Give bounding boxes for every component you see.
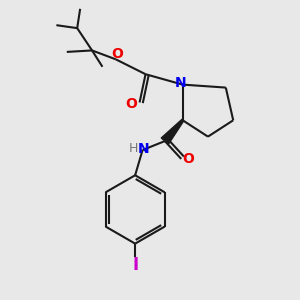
Text: I: I	[132, 256, 138, 274]
Text: N: N	[175, 76, 186, 89]
Text: H: H	[128, 142, 138, 155]
Text: O: O	[111, 47, 123, 61]
Text: N: N	[138, 142, 150, 155]
Text: O: O	[182, 152, 194, 166]
Text: O: O	[125, 97, 137, 111]
Polygon shape	[161, 119, 184, 144]
